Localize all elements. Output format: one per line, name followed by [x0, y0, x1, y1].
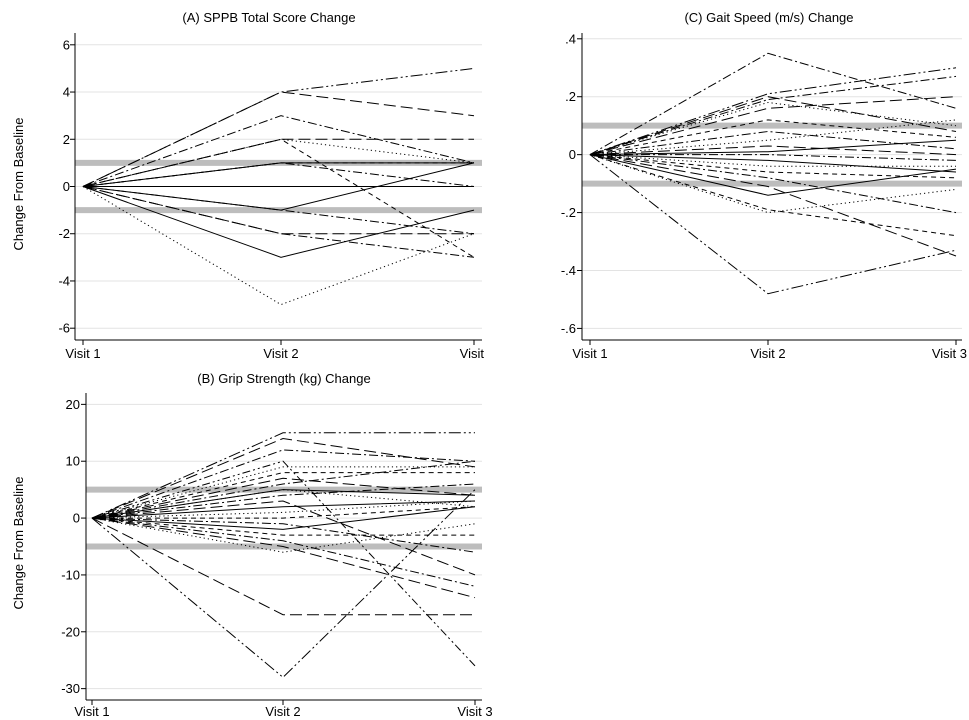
panel-c-series-line	[589, 119, 957, 156]
panel-a-y-tick-label: 6	[63, 37, 70, 52]
panel-c-series-line	[589, 130, 957, 156]
panel-c-series-line	[589, 52, 957, 156]
panel-c-grid	[582, 38, 962, 329]
panel-a-series-line	[82, 186, 475, 258]
panel-a-axes	[70, 33, 482, 345]
panel-c-threshold-bands	[582, 122, 962, 187]
panel-c-series-line	[589, 154, 957, 196]
panel-b-y-tick-label: 20	[66, 397, 80, 412]
panel-a-series-line	[82, 138, 475, 258]
panel-c-series-line	[589, 154, 957, 295]
panel-b-series-line	[91, 483, 476, 519]
panel-a-series	[82, 67, 475, 306]
panel-a-x-category-label: Visit 1	[65, 346, 100, 361]
panel-c-gait-speed: (C) Gait Speed (m/s) Change -.6 -.4 -.2 0 .2…	[561, 10, 967, 361]
panel-b-series-line	[91, 460, 476, 519]
panel-b-series-line	[91, 500, 476, 519]
panel-b-series-line	[91, 437, 476, 519]
panel-b-y-tick-label: -30	[61, 681, 80, 696]
panel-b-y-tick-label: -20	[61, 624, 80, 639]
panel-c-tick-labels: -.6 -.4 -.2 0 .2 .4 Visit 1 Visit 2 Visit 3	[561, 31, 967, 361]
panel-a-x-category-label: Visit 2	[263, 346, 298, 361]
panel-b-y-tick-label: 10	[66, 454, 80, 469]
panel-a-series-line	[82, 162, 474, 187]
panel-b-grip-strength: (B) Grip Strength (kg) Change Change Fro…	[11, 371, 493, 719]
panel-c-series-line	[589, 67, 957, 156]
panel-b-series	[91, 432, 476, 678]
panel-c-series-line	[589, 154, 957, 173]
panel-c-series-line	[589, 154, 957, 257]
panel-b-series-line	[91, 466, 475, 519]
panel-b-series-line	[91, 432, 475, 519]
panel-a-y-tick-label: -2	[58, 226, 70, 241]
panel-c-series-line	[589, 119, 957, 156]
panel-b-series-line	[91, 489, 476, 519]
panel-a-ylabel: Change From Baseline	[11, 118, 26, 251]
panel-b-series-line	[91, 517, 475, 536]
panel-b-y-tick-label: 0	[73, 511, 80, 526]
panel-c-y-tick-label: 0	[569, 147, 576, 162]
panel-b-tick-labels: -30 -20 -10 0 10 20 Visit 1 Visit 2 Visit 3	[61, 397, 492, 719]
panel-a-y-tick-label: -4	[58, 273, 70, 288]
panel-c-series-line	[589, 139, 957, 156]
panel-c-y-tick-label: -.2	[561, 205, 576, 220]
panel-c-series	[589, 52, 957, 295]
panel-c-y-tick-label: -.6	[561, 321, 576, 336]
panel-a-sppb: (A) SPPB Total Score Change Change From …	[11, 10, 484, 361]
panel-a-y-tick-label: 4	[63, 85, 70, 100]
panel-c-x-category-label: Visit 1	[572, 346, 607, 361]
panel-b-series-line	[91, 472, 475, 519]
panel-c-x-category-label: Visit 3	[932, 346, 967, 361]
panel-b-axes	[81, 393, 482, 705]
panel-a-series-line	[82, 162, 474, 187]
panel-a-x-category-label: Visit	[460, 346, 485, 361]
panel-b-series-line	[92, 506, 476, 519]
panel-b-series-line	[91, 517, 476, 599]
panel-c-series-line	[589, 96, 957, 156]
panel-c-series-line	[590, 154, 957, 161]
panel-a-title: (A) SPPB Total Score Change	[182, 10, 355, 25]
panel-c-series-line	[589, 154, 957, 214]
panel-c-series-line	[589, 75, 957, 156]
panel-b-series-line	[91, 517, 476, 553]
panel-b-series-line	[91, 517, 476, 553]
panel-c-series-line	[589, 154, 956, 167]
panel-b-x-category-label: Visit 3	[457, 704, 492, 719]
panel-a-series-line	[82, 115, 475, 187]
panel-b-y-tick-label: -10	[61, 567, 80, 582]
panel-a-y-tick-label: 2	[63, 132, 70, 147]
panel-b-series-line	[91, 500, 476, 576]
panel-c-y-tick-label: .2	[565, 89, 576, 104]
panel-a-series-line	[82, 138, 474, 187]
panel-b-series-line	[91, 489, 476, 678]
panel-c-y-tick-label: .4	[565, 31, 576, 46]
panel-c-title: (C) Gait Speed (m/s) Change	[684, 10, 853, 25]
panel-b-x-category-label: Visit 1	[74, 704, 109, 719]
panel-b-series-line	[91, 506, 476, 530]
panel-a-series-line	[82, 186, 474, 235]
panel-b-series-line	[91, 517, 475, 616]
panel-c-series-line	[589, 96, 957, 156]
panel-b-series-line	[91, 500, 476, 519]
panel-a-series-line	[82, 186, 475, 306]
panel-a-series-line	[82, 67, 475, 187]
panel-b-series-line	[91, 460, 476, 667]
panel-b-series-line	[91, 477, 476, 519]
panel-c-x-category-label: Visit 2	[750, 346, 785, 361]
panel-b-x-category-label: Visit 2	[265, 704, 300, 719]
panel-b-title: (B) Grip Strength (kg) Change	[197, 371, 370, 386]
panel-a-series-line	[82, 91, 475, 187]
panel-c-y-tick-label: -.4	[561, 263, 576, 278]
panel-a-series-line	[82, 162, 475, 187]
panel-b-ylabel: Change From Baseline	[11, 477, 26, 610]
panel-a-y-tick-label: -6	[58, 321, 70, 336]
panel-c-axes	[577, 33, 962, 345]
panel-b-series-line	[91, 449, 476, 519]
panel-c-series-line	[589, 145, 957, 156]
panel-b-series-line	[91, 517, 476, 587]
panel-a-y-tick-label: 0	[63, 179, 70, 194]
panel-c-series-line	[589, 101, 957, 156]
panel-a-tick-labels: -6 -4 -2 0 2 4 6 Visit 1 Visit 2 Visit	[58, 37, 484, 361]
